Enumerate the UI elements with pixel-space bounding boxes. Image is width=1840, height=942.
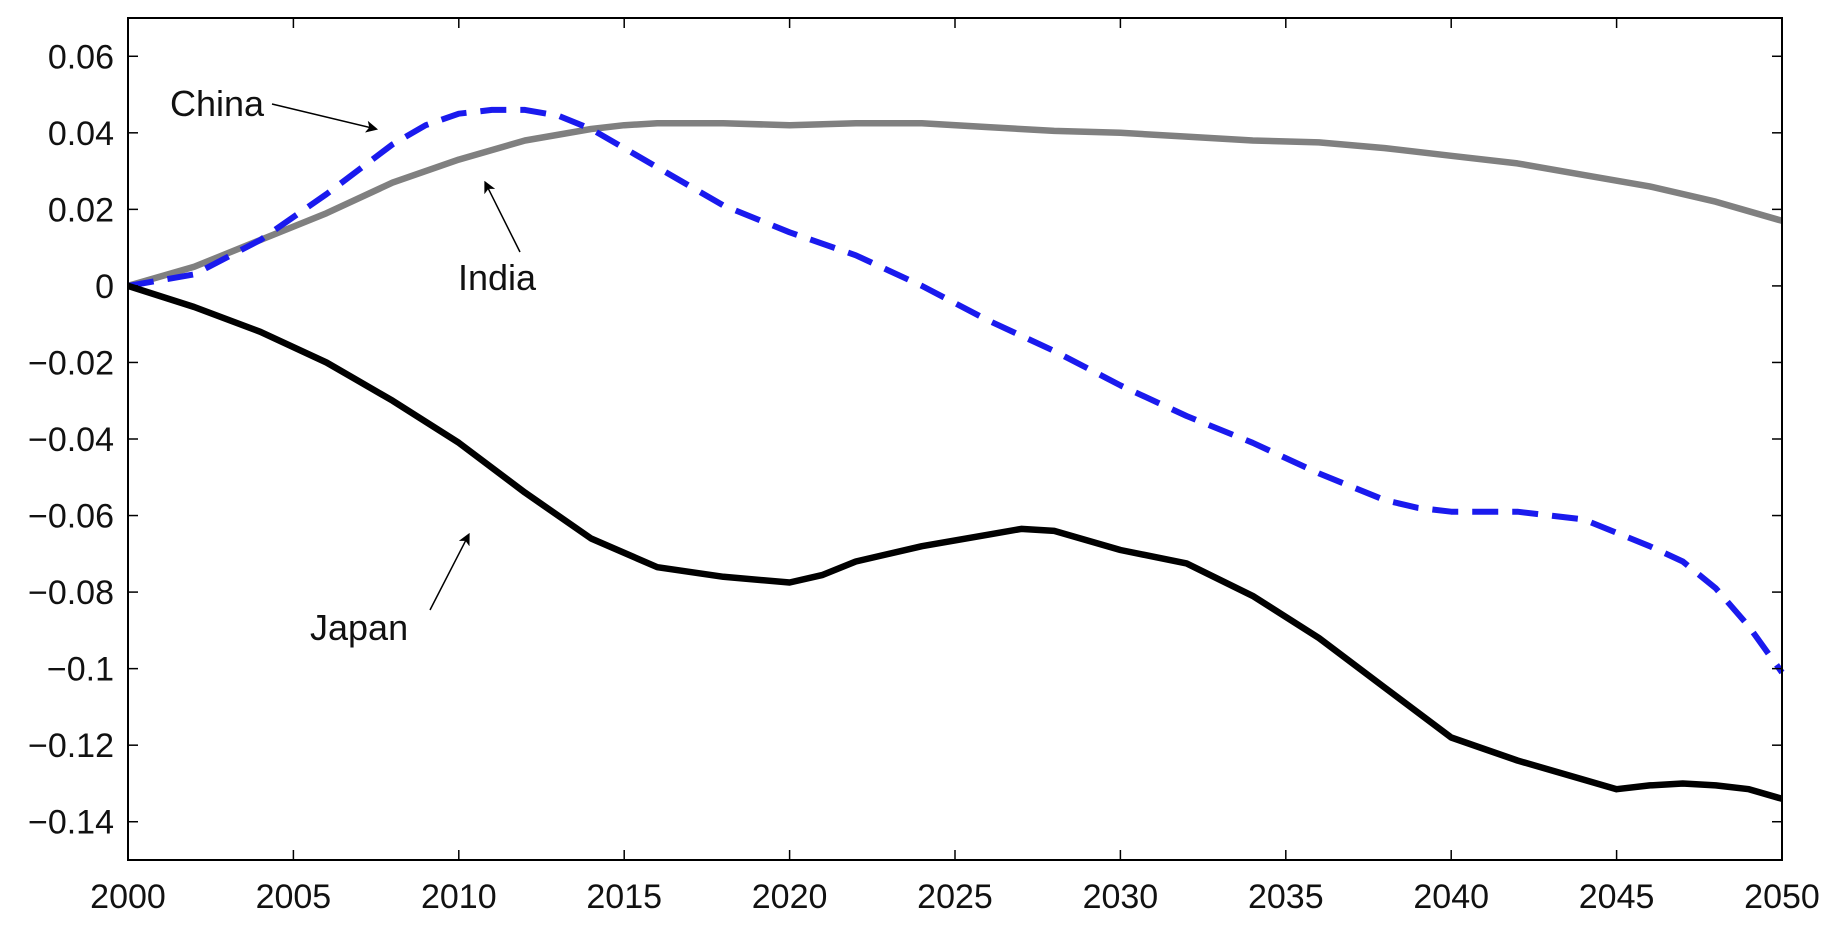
series-line-japan <box>127 282 1783 802</box>
x-tick-label: 2030 <box>1083 878 1159 916</box>
y-tick-label: 0.06 <box>48 38 114 76</box>
annotation-arrow-china <box>271 103 379 133</box>
annotation-arrow-india <box>484 180 521 253</box>
y-tick-label: −0.04 <box>28 421 114 459</box>
y-tick-label: 0 <box>95 268 114 306</box>
x-tick-label: 2035 <box>1248 878 1324 916</box>
annotation-india: India <box>458 257 537 298</box>
x-tick-label: 2040 <box>1413 878 1489 916</box>
x-tick-label: 2010 <box>421 878 497 916</box>
annotation-china: China <box>170 83 265 124</box>
y-tick-label: −0.1 <box>47 651 114 689</box>
y-tick-label: −0.02 <box>28 344 114 382</box>
x-tick-label: 2000 <box>90 878 166 916</box>
x-tick-label: 2050 <box>1744 878 1820 916</box>
x-tick-label: 2025 <box>917 878 993 916</box>
series-line-china <box>127 120 1783 290</box>
y-tick-label: 0.02 <box>48 191 114 229</box>
x-tick-label: 2015 <box>586 878 662 916</box>
y-tick-label: −0.14 <box>28 804 114 842</box>
x-tick-label: 2045 <box>1579 878 1655 916</box>
y-tick-label: −0.12 <box>28 727 114 765</box>
y-tick-label: −0.08 <box>28 574 114 612</box>
plot-frame <box>127 17 1783 861</box>
x-tick-label: 2005 <box>256 878 332 916</box>
y-tick-label: 0.04 <box>48 115 114 153</box>
annotation-arrow-japan <box>429 532 470 611</box>
series-line-india <box>127 106 1785 675</box>
y-tick-label: −0.06 <box>28 498 114 536</box>
x-tick-label: 2020 <box>752 878 828 916</box>
annotation-japan: Japan <box>310 607 408 648</box>
